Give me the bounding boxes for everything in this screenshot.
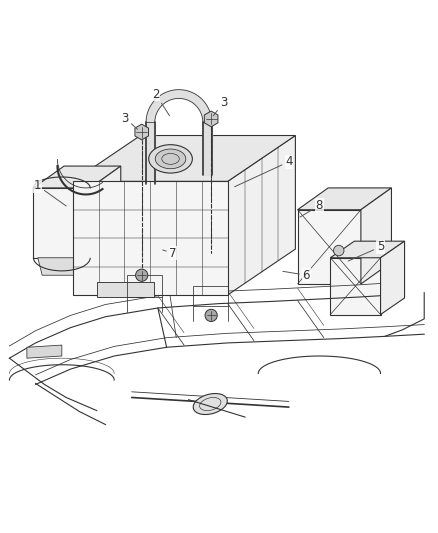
- Polygon shape: [73, 135, 295, 181]
- Circle shape: [333, 245, 344, 256]
- Polygon shape: [205, 111, 218, 127]
- Text: 6: 6: [283, 269, 310, 282]
- Polygon shape: [361, 188, 392, 284]
- Polygon shape: [27, 345, 62, 358]
- Text: 5: 5: [348, 240, 384, 261]
- Polygon shape: [73, 181, 228, 295]
- Polygon shape: [297, 210, 361, 284]
- Polygon shape: [90, 166, 121, 258]
- Text: 7: 7: [162, 247, 177, 260]
- Ellipse shape: [149, 144, 192, 173]
- Text: 2: 2: [152, 87, 170, 116]
- Ellipse shape: [193, 393, 227, 415]
- Circle shape: [136, 269, 148, 281]
- Polygon shape: [203, 123, 212, 175]
- Polygon shape: [381, 241, 405, 314]
- Text: 3: 3: [121, 111, 138, 130]
- Polygon shape: [97, 282, 153, 297]
- Circle shape: [205, 309, 217, 321]
- Polygon shape: [38, 258, 86, 275]
- Polygon shape: [146, 123, 155, 183]
- Polygon shape: [228, 135, 295, 295]
- Polygon shape: [297, 188, 392, 210]
- Polygon shape: [146, 90, 212, 123]
- Polygon shape: [33, 188, 90, 258]
- Text: 1: 1: [34, 179, 66, 206]
- Polygon shape: [330, 241, 405, 258]
- Text: 8: 8: [300, 199, 323, 217]
- Ellipse shape: [155, 149, 186, 169]
- Text: 3: 3: [213, 96, 227, 116]
- Text: 4: 4: [235, 155, 293, 187]
- Polygon shape: [135, 124, 148, 140]
- Polygon shape: [33, 166, 121, 188]
- Polygon shape: [330, 258, 381, 314]
